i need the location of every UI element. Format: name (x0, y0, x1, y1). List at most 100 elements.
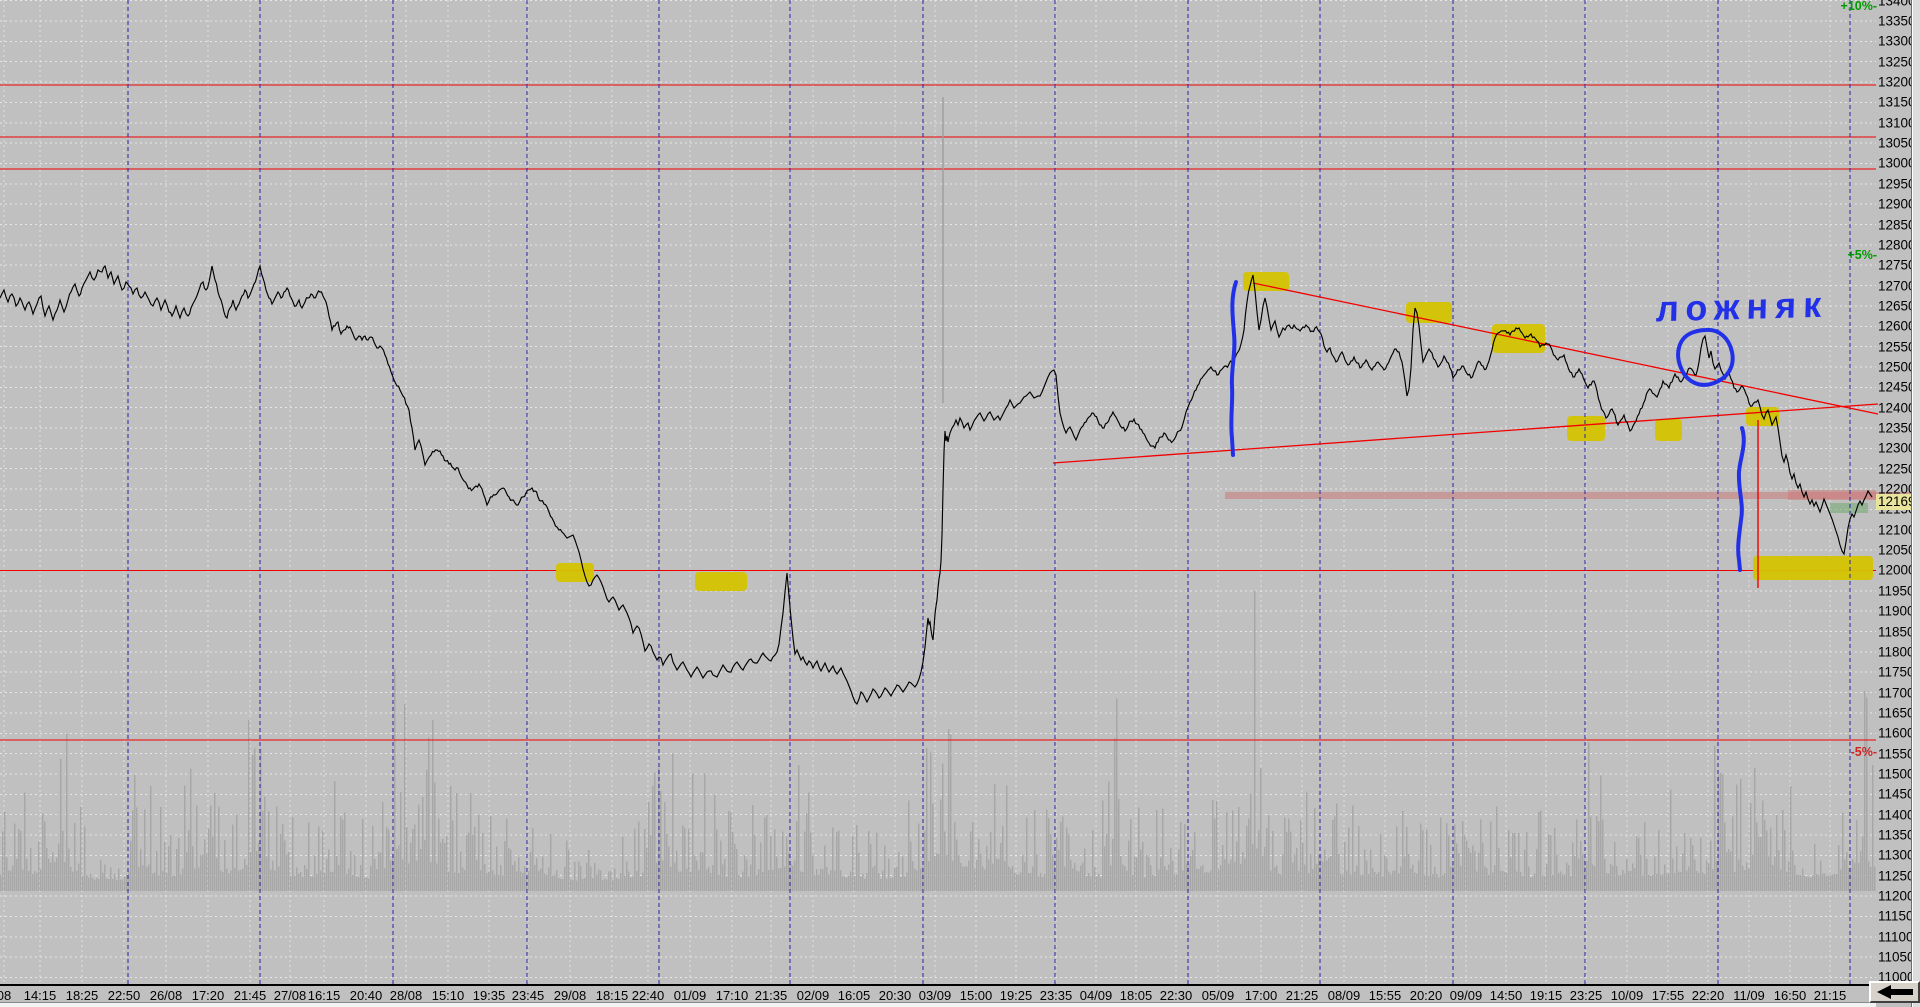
price-tick-label: 114000 (1878, 806, 1920, 822)
time-tick-label: 02/09 (796, 988, 830, 1003)
time-tick-label: 15:10 (431, 988, 465, 1003)
ink-annotations (1229, 280, 1746, 572)
price-tick-label: 129500 (1878, 176, 1920, 192)
time-tick-label: 04/09 (1079, 988, 1113, 1003)
price-tick-label: 129000 (1878, 196, 1920, 212)
price-tick-label: 120500 (1878, 542, 1920, 558)
time-tick-label: 22:20 (1691, 988, 1725, 1003)
price-tick-label: 126000 (1878, 318, 1920, 334)
price-tick-label: 119500 (1878, 583, 1920, 599)
time-tick-label: 22:30 (1159, 988, 1193, 1003)
time-tick-label: 14:50 (1489, 988, 1523, 1003)
price-tick-label: 134000 (1878, 0, 1920, 8)
highlight-zone (1567, 416, 1605, 441)
price-tick-label: 110500 (1878, 949, 1920, 965)
level-bands (1225, 490, 1913, 513)
price-tick-label: 133500 (1878, 13, 1920, 29)
price-tick-label: 115500 (1878, 745, 1920, 761)
ink-stroke (1229, 280, 1238, 457)
time-tick-label: 23:45 (511, 988, 545, 1003)
time-tick-label: 20:40 (349, 988, 383, 1003)
price-tick-label: 119000 (1878, 603, 1920, 619)
price-tick-label: 127500 (1878, 257, 1920, 273)
price-tick-label: 133000 (1878, 33, 1920, 49)
time-tick-label: 26/08 (149, 988, 183, 1003)
price-tick-label: 113500 (1878, 827, 1920, 843)
time-tick-label: 16:05 (837, 988, 871, 1003)
price-tick-label: 116000 (1878, 725, 1920, 741)
price-tick-label: 112000 (1878, 888, 1920, 904)
price-tick-label: 111000 (1878, 929, 1920, 944)
price-tick-label: 118000 (1878, 644, 1920, 660)
highlight-zone (695, 572, 747, 591)
price-tick-label: 124000 (1878, 399, 1920, 415)
price-tick-label: 121000 (1878, 522, 1920, 537)
price-tick-label: 110000 (1878, 969, 1920, 985)
percent-mark: +10%- (1840, 0, 1877, 13)
vertical-scrollbar[interactable] (1911, 0, 1920, 1007)
ink-stroke (1736, 426, 1746, 572)
time-tick-label: 17:20 (191, 988, 225, 1003)
time-tick-label: 16:15 (307, 988, 341, 1003)
time-tick-label: 21:35 (754, 988, 788, 1003)
price-tick-label: 123000 (1878, 440, 1920, 456)
time-tick-label: 23:25 (1569, 988, 1603, 1003)
time-tick-label: 23:35 (1039, 988, 1073, 1003)
time-tick-label: 10/09 (1610, 988, 1644, 1003)
support-resistance-lines (0, 84, 1876, 741)
price-tick-label: 111500 (1878, 908, 1920, 924)
horizontal-scrollbar-track[interactable] (0, 1002, 1876, 1007)
level-band-pink (1788, 490, 1876, 500)
price-tick-label: 132000 (1878, 74, 1920, 90)
price-tick-label: 122000 (1878, 481, 1920, 497)
time-tick-label: 29/08 (553, 988, 587, 1003)
price-tick-label: 123500 (1878, 420, 1920, 436)
highlight-zone (1655, 419, 1682, 441)
price-tick-label: 120000 (1878, 562, 1920, 578)
time-tick-label: 08/09 (1327, 988, 1361, 1003)
price-tick-label: 130500 (1878, 135, 1920, 151)
time-tick-label: 18:05 (1119, 988, 1153, 1003)
time-tick-label: 19:25 (999, 988, 1033, 1003)
price-tick-label: 122500 (1878, 460, 1920, 476)
percent-mark: -5%- (1850, 744, 1877, 759)
time-tick-label: 20:20 (1409, 988, 1443, 1003)
time-tick-label: 21:45 (233, 988, 267, 1003)
time-tick-label: 15:55 (1368, 988, 1402, 1003)
highlight-zone (556, 563, 594, 582)
current-price-label: 121690 (1876, 494, 1920, 510)
price-tick-label: 126500 (1878, 298, 1920, 314)
time-tick-label: 16:50 (1773, 988, 1807, 1003)
time-tick-label: 01/09 (673, 988, 707, 1003)
price-tick-label: 112500 (1878, 867, 1920, 883)
price-tick-label: 113000 (1878, 847, 1920, 863)
trendline (1052, 403, 1879, 464)
time-tick-label: 28/08 (389, 988, 423, 1003)
time-tick-label: 27/08 (273, 988, 307, 1003)
time-tick-label: 18:15 (595, 988, 629, 1003)
price-tick-label: 115000 (1878, 766, 1920, 782)
level-band-pink (1225, 492, 1913, 499)
time-tick-label: 19:35 (472, 988, 506, 1003)
trendline (1252, 282, 1879, 415)
current-price-value: 121690 (1878, 494, 1920, 509)
scroll-left-button[interactable] (1869, 981, 1920, 1003)
level-band-green (1830, 503, 1868, 513)
price-line (0, 263, 1873, 706)
time-tick-label: 03/09 (918, 988, 952, 1003)
price-tick-label: 118500 (1878, 623, 1920, 639)
time-tick-label: 17:00 (1244, 988, 1278, 1003)
time-axis-line (0, 984, 1877, 986)
price-tick-label: 128500 (1878, 216, 1920, 232)
time-tick-label: 18:25 (65, 988, 99, 1003)
price-tick-label: 117000 (1878, 684, 1920, 700)
price-tick-label: 116500 (1878, 705, 1920, 721)
time-tick-label: 22:50 (107, 988, 141, 1003)
price-tick-label: 125000 (1878, 359, 1920, 375)
time-tick-label: 21:25 (1285, 988, 1319, 1003)
time-tick-label: 15:00 (959, 988, 993, 1003)
price-tick-label: 125500 (1878, 338, 1920, 354)
price-tick-label: 114500 (1878, 786, 1920, 802)
time-tick-label: 22:40 (631, 988, 665, 1003)
